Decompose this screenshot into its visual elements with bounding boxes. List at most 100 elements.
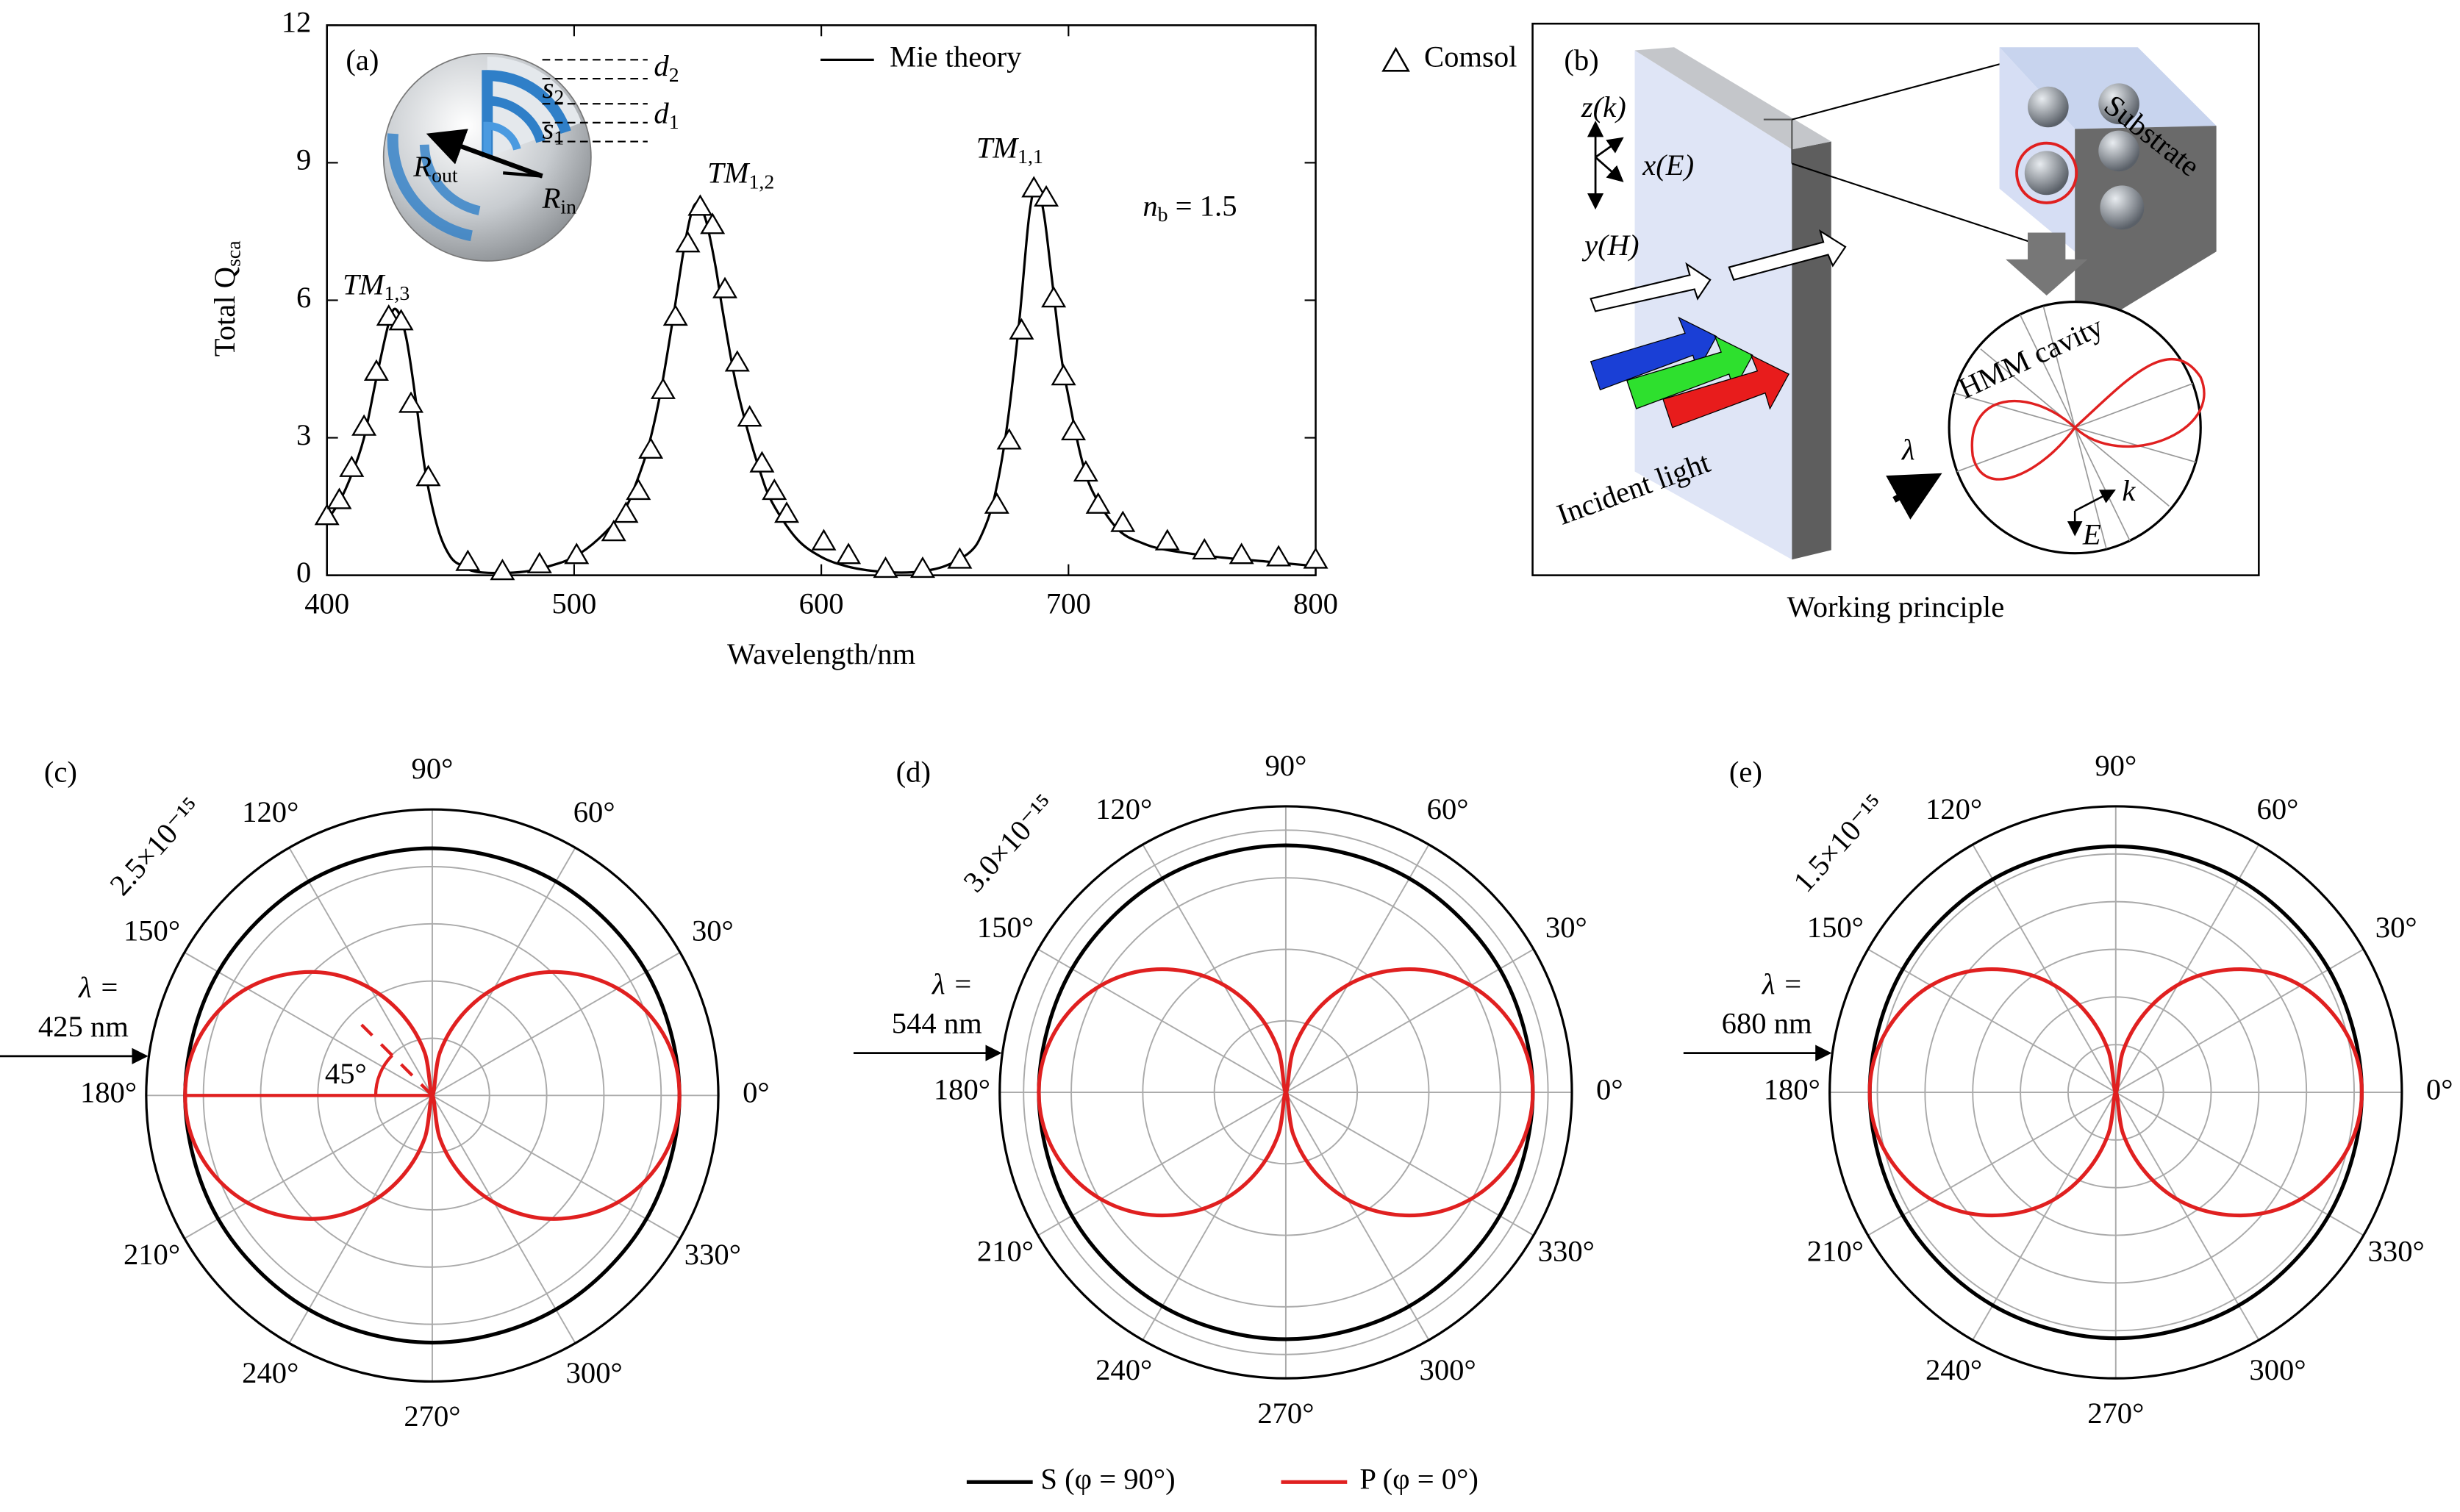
inset-label-main: R bbox=[542, 182, 561, 215]
data-point bbox=[700, 212, 726, 234]
theta-tick-label: 0° bbox=[743, 1076, 770, 1109]
data-point bbox=[996, 428, 1022, 450]
data-point bbox=[613, 501, 639, 523]
panel-label: (c) bbox=[44, 755, 77, 788]
data-point bbox=[376, 304, 401, 326]
grid-spoke bbox=[432, 847, 576, 1096]
theta-tick-label: 240° bbox=[1095, 1353, 1152, 1386]
data-point bbox=[1303, 547, 1329, 569]
plot-frame bbox=[326, 24, 1317, 576]
data-point bbox=[909, 556, 935, 578]
data-point bbox=[1266, 545, 1292, 567]
data-point bbox=[687, 194, 713, 216]
y-axis-label-sub: sca bbox=[223, 240, 246, 266]
k-label: k bbox=[2122, 474, 2136, 507]
data-point bbox=[1041, 286, 1067, 308]
inset-label: Rout bbox=[412, 150, 458, 187]
theta-tick-label: 240° bbox=[242, 1356, 298, 1389]
inset-label-main: s bbox=[543, 71, 554, 104]
angle-arc bbox=[373, 1054, 393, 1096]
annotation-sub: 1,3 bbox=[385, 282, 410, 305]
axis-label: y(H) bbox=[1581, 229, 1639, 262]
data-point bbox=[873, 556, 898, 578]
annotation-main: TM bbox=[707, 157, 751, 190]
legend-label: P (φ = 0°) bbox=[1359, 1463, 1478, 1496]
data-point bbox=[1034, 184, 1059, 207]
inset-label: d2 bbox=[654, 50, 679, 87]
lambda-label: λ = bbox=[932, 967, 973, 1000]
data-point bbox=[1021, 176, 1047, 198]
data-point bbox=[1110, 510, 1136, 532]
inset-label-sub: 1 bbox=[554, 127, 564, 150]
grid-spoke bbox=[1285, 948, 1534, 1093]
grid-spoke bbox=[432, 1094, 681, 1239]
axis-label: x(E) bbox=[1642, 148, 1694, 182]
annotation: TM1,2 bbox=[707, 157, 774, 194]
data-point bbox=[1085, 492, 1111, 514]
data-point bbox=[1009, 318, 1034, 340]
annotation: TM1,3 bbox=[343, 268, 410, 306]
inset-label: d1 bbox=[654, 97, 679, 135]
grid-spoke bbox=[1972, 1092, 2117, 1341]
inset-sphere bbox=[382, 52, 648, 262]
x-tick-label: 700 bbox=[1046, 587, 1091, 620]
inset-label-main: d bbox=[654, 97, 669, 130]
grid-spoke bbox=[2115, 1092, 2364, 1236]
theta-tick-label: 30° bbox=[692, 914, 734, 947]
r-tick-label: 1.5×10⁻¹⁵ bbox=[1787, 788, 1891, 899]
data-point bbox=[737, 405, 762, 427]
lambda-label: λ bbox=[1901, 433, 1915, 466]
grid-spoke bbox=[2114, 1092, 2260, 1341]
axis-label: z(k) bbox=[1581, 90, 1626, 123]
data-point bbox=[398, 391, 424, 413]
inset-label-sub: 2 bbox=[669, 64, 679, 87]
data-point bbox=[1051, 364, 1076, 386]
grid-spoke bbox=[1142, 844, 1287, 1093]
data-point bbox=[712, 276, 738, 298]
grid-spoke bbox=[1972, 844, 2117, 1093]
y-tick-label: 9 bbox=[296, 143, 311, 176]
theta-tick-label: 330° bbox=[1538, 1235, 1595, 1268]
theta-tick-label: 330° bbox=[2368, 1235, 2425, 1268]
theta-tick-label: 90° bbox=[2095, 749, 2137, 782]
data-point bbox=[455, 549, 481, 571]
theta-tick-label: 210° bbox=[1807, 1235, 1864, 1268]
annotation-sub: 1,2 bbox=[749, 171, 775, 194]
outer-ring bbox=[998, 805, 1573, 1380]
outer-ring bbox=[145, 808, 720, 1383]
panel-label: (a) bbox=[346, 43, 379, 76]
data-point bbox=[626, 478, 651, 501]
data-point bbox=[388, 309, 414, 331]
grid-spoke bbox=[1285, 1092, 1430, 1341]
theta-tick-label: 300° bbox=[566, 1356, 623, 1389]
theta-tick-label: 150° bbox=[977, 911, 1034, 944]
theta-tick-label: 120° bbox=[242, 795, 298, 828]
legend-marker bbox=[1381, 46, 1410, 72]
inset-label-main: d bbox=[654, 50, 669, 83]
annotation-rest: = 1.5 bbox=[1168, 190, 1237, 223]
data-point bbox=[326, 487, 352, 509]
grid-spoke bbox=[2115, 948, 2364, 1093]
grid-spoke bbox=[1037, 1092, 1287, 1236]
data-point bbox=[1154, 529, 1180, 551]
theta-tick-label: 90° bbox=[1265, 749, 1306, 782]
theta-tick-label: 180° bbox=[80, 1076, 137, 1109]
y-tick-label: 0 bbox=[296, 556, 311, 589]
data-point bbox=[490, 559, 515, 581]
wavelength-label: 544 nm bbox=[892, 1007, 982, 1040]
grid-spoke bbox=[184, 951, 433, 1097]
data-point bbox=[638, 437, 664, 459]
annotation-sub: 1,1 bbox=[1018, 146, 1043, 168]
inset-label-sub: 2 bbox=[554, 86, 564, 109]
inset-label-main: R bbox=[412, 150, 432, 183]
polar-line bbox=[1037, 967, 1535, 1218]
theta-tick-label: 330° bbox=[684, 1238, 741, 1271]
data-point bbox=[947, 547, 973, 569]
x-tick-label: 800 bbox=[1293, 587, 1338, 620]
x-tick-label: 600 bbox=[799, 587, 844, 620]
theta-tick-label: 300° bbox=[2249, 1353, 2306, 1386]
grid-spoke bbox=[1037, 948, 1287, 1093]
theta-tick-label: 120° bbox=[1926, 792, 1982, 825]
data-point bbox=[351, 414, 377, 436]
